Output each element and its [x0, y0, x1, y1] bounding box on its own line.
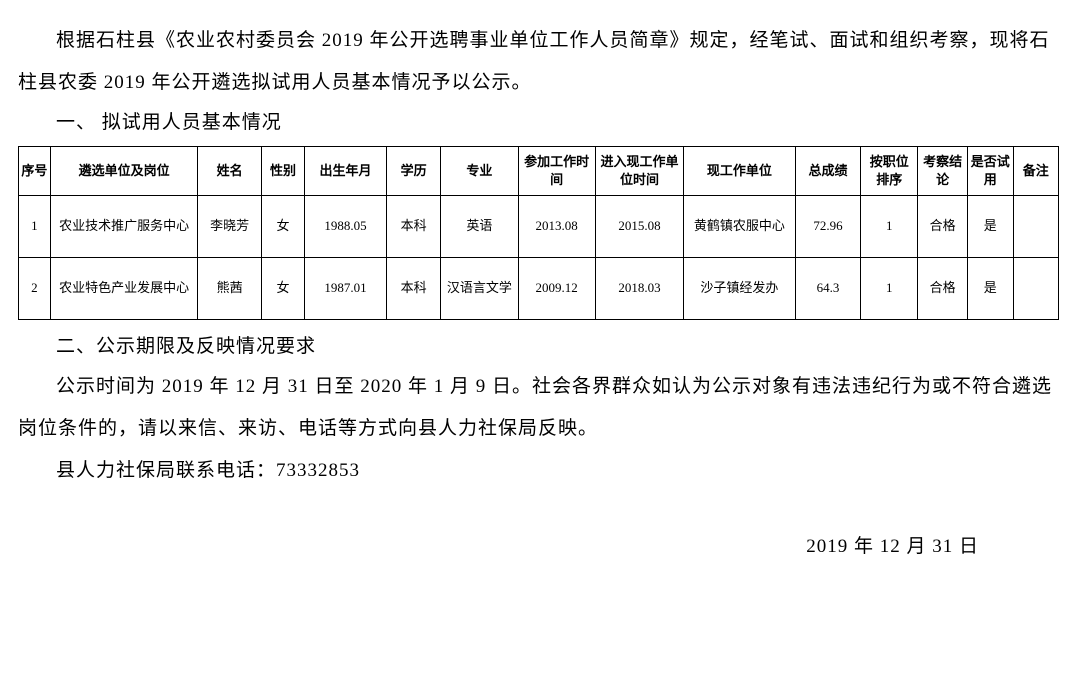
- cell-name: 李晓芳: [198, 195, 262, 257]
- th-eval: 考察结论: [918, 146, 968, 195]
- cell-eval: 合格: [918, 195, 968, 257]
- th-name: 姓名: [198, 146, 262, 195]
- cell-rank: 1: [861, 257, 918, 319]
- cell-eval: 合格: [918, 257, 968, 319]
- notice-paragraph: 公示时间为 2019 年 12 月 31 日至 2020 年 1 月 9 日。社…: [18, 366, 1059, 450]
- cell-score: 64.3: [795, 257, 861, 319]
- cell-worktime: 2009.12: [518, 257, 595, 319]
- personnel-table: 序号 遴选单位及岗位 姓名 性别 出生年月 学历 专业 参加工作时间 进入现工作…: [18, 146, 1059, 320]
- cell-rank: 1: [861, 195, 918, 257]
- notice-part-a: 公示时间为 2019 年 12 月 31 日至 2020 年 1 月 9 日。社…: [56, 376, 692, 397]
- section-1-heading: 一、 拟试用人员基本情况: [18, 104, 1059, 142]
- cell-name: 熊茜: [198, 257, 262, 319]
- cell-enttime: 2018.03: [595, 257, 684, 319]
- th-edu: 学历: [386, 146, 440, 195]
- cell-major: 汉语言文学: [441, 257, 518, 319]
- th-rank: 按职位排序: [861, 146, 918, 195]
- th-remark: 备注: [1013, 146, 1059, 195]
- cell-birth: 1987.01: [305, 257, 387, 319]
- cell-currunit: 黄鹤镇农服中心: [684, 195, 795, 257]
- table-row: 1 农业技术推广服务中心 李晓芳 女 1988.05 本科 英语 2013.08…: [19, 195, 1059, 257]
- th-gender: 性别: [261, 146, 304, 195]
- cell-worktime: 2013.08: [518, 195, 595, 257]
- cell-birth: 1988.05: [305, 195, 387, 257]
- date-line: 2019 年 12 月 31 日: [18, 531, 1059, 558]
- cell-enttime: 2015.08: [595, 195, 684, 257]
- cell-edu: 本科: [386, 195, 440, 257]
- cell-unit: 农业特色产业发展中心: [50, 257, 198, 319]
- th-unit: 遴选单位及岗位: [50, 146, 198, 195]
- th-currunit: 现工作单位: [684, 146, 795, 195]
- th-score: 总成绩: [795, 146, 861, 195]
- cell-gender: 女: [261, 195, 304, 257]
- table-header-row: 序号 遴选单位及岗位 姓名 性别 出生年月 学历 专业 参加工作时间 进入现工作…: [19, 146, 1059, 195]
- cell-seq: 2: [19, 257, 51, 319]
- cell-gender: 女: [261, 257, 304, 319]
- th-birth: 出生年月: [305, 146, 387, 195]
- intro-paragraph: 根据石柱县《农业农村委员会 2019 年公开选聘事业单位工作人员简章》规定，经笔…: [18, 20, 1059, 104]
- cell-edu: 本科: [386, 257, 440, 319]
- th-trial: 是否试用: [968, 146, 1013, 195]
- contact-paragraph: 县人力社保局联系电话：73332853: [18, 450, 1059, 492]
- th-seq: 序号: [19, 146, 51, 195]
- cell-score: 72.96: [795, 195, 861, 257]
- th-major: 专业: [441, 146, 518, 195]
- section-2-heading: 二、公示期限及反映情况要求: [18, 328, 1059, 366]
- cell-trial: 是: [968, 195, 1013, 257]
- cell-major: 英语: [441, 195, 518, 257]
- cell-remark: [1013, 195, 1059, 257]
- th-worktime: 参加工作时间: [518, 146, 595, 195]
- cell-remark: [1013, 257, 1059, 319]
- cell-unit: 农业技术推广服务中心: [50, 195, 198, 257]
- cell-seq: 1: [19, 195, 51, 257]
- th-enttime: 进入现工作单位时间: [595, 146, 684, 195]
- cell-currunit: 沙子镇经发办: [684, 257, 795, 319]
- table-row: 2 农业特色产业发展中心 熊茜 女 1987.01 本科 汉语言文学 2009.…: [19, 257, 1059, 319]
- cell-trial: 是: [968, 257, 1013, 319]
